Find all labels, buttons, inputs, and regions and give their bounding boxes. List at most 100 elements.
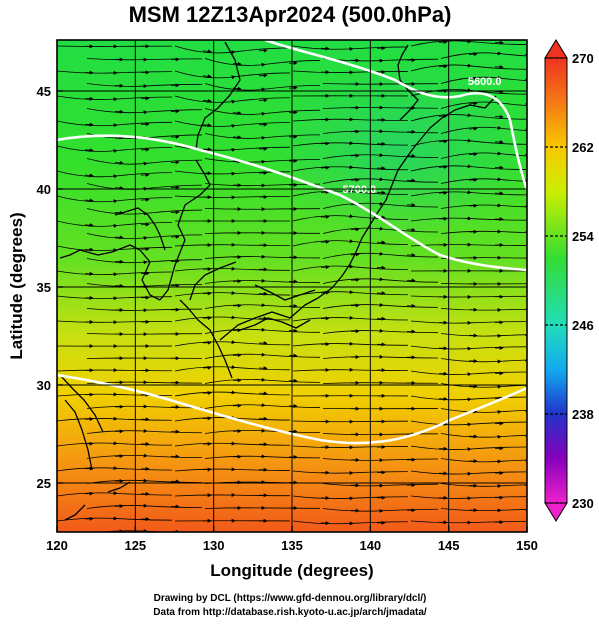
streamline-arrow bbox=[114, 185, 124, 190]
streamline bbox=[440, 433, 527, 439]
footer-data-credit: Data from http://database.rish.kyoto-u.a… bbox=[153, 607, 427, 618]
x-tick-label: 150 bbox=[516, 538, 538, 553]
streamline-arrow bbox=[350, 277, 360, 282]
streamline bbox=[292, 495, 409, 501]
streamline bbox=[440, 307, 527, 312]
streamline bbox=[204, 108, 321, 116]
streamline bbox=[322, 302, 439, 309]
lat-lon-grid bbox=[57, 40, 527, 532]
streamline bbox=[292, 189, 409, 197]
streamline bbox=[410, 216, 527, 222]
streamline bbox=[410, 320, 527, 325]
streamline bbox=[86, 208, 203, 216]
streamline bbox=[410, 164, 527, 172]
streamline bbox=[57, 516, 173, 522]
streamline bbox=[174, 441, 291, 447]
streamline bbox=[322, 129, 439, 134]
x-axis-ticks: 120 125 130 135 140 145 150 bbox=[46, 526, 538, 553]
streamline bbox=[86, 57, 203, 62]
streamline bbox=[204, 403, 321, 409]
streamline bbox=[322, 82, 439, 87]
streamline bbox=[174, 467, 291, 472]
streamline bbox=[440, 51, 527, 59]
streamline bbox=[440, 125, 527, 134]
y-tick-label: 30 bbox=[37, 378, 51, 393]
streamline bbox=[204, 230, 321, 235]
streamline bbox=[204, 327, 321, 334]
streamline-arrow bbox=[84, 198, 94, 203]
contour-label: 5600.0 bbox=[468, 76, 502, 88]
streamline bbox=[440, 508, 527, 513]
streamline bbox=[86, 332, 203, 337]
colorbar-tick-label: 262 bbox=[572, 140, 594, 155]
y-axis-label: Latitude (degrees) bbox=[7, 212, 26, 359]
x-tick-label: 130 bbox=[203, 538, 225, 553]
streamline-arrow bbox=[468, 52, 478, 57]
y-tick-label: 25 bbox=[37, 476, 51, 491]
streamline bbox=[292, 470, 409, 475]
streamline-arrow bbox=[350, 227, 360, 232]
streamline-arrow bbox=[202, 49, 212, 54]
streamline bbox=[57, 145, 173, 153]
streamline bbox=[86, 83, 203, 89]
streamline bbox=[174, 242, 291, 247]
streamline bbox=[292, 290, 409, 297]
streamline bbox=[322, 58, 439, 63]
streamline bbox=[322, 277, 439, 284]
streamline bbox=[410, 420, 527, 427]
x-tick-label: 140 bbox=[359, 538, 381, 553]
streamline bbox=[292, 214, 409, 222]
streamline bbox=[57, 70, 173, 75]
x-tick-label: 120 bbox=[46, 538, 68, 553]
streamline bbox=[86, 183, 203, 191]
x-tick-label: 145 bbox=[438, 538, 460, 553]
streamline bbox=[410, 40, 527, 47]
streamline bbox=[440, 151, 527, 159]
contour-5800 bbox=[57, 373, 527, 445]
streamline bbox=[410, 138, 527, 147]
streamline bbox=[57, 120, 173, 128]
streamline bbox=[322, 105, 439, 110]
streamline bbox=[86, 478, 203, 484]
y-axis-ticks: 25 30 35 40 45 bbox=[37, 84, 63, 491]
streamline bbox=[410, 370, 527, 377]
streamline bbox=[410, 520, 527, 525]
streamline-arrow bbox=[84, 173, 94, 178]
streamline bbox=[57, 270, 173, 277]
streamline bbox=[204, 505, 321, 510]
streamline bbox=[204, 454, 321, 459]
streamline bbox=[174, 365, 291, 372]
streamline bbox=[204, 428, 321, 434]
streamline bbox=[57, 368, 173, 373]
streamline bbox=[440, 229, 527, 234]
streamline-arrow bbox=[114, 160, 124, 165]
y-tick-label: 40 bbox=[37, 182, 51, 197]
contour-5600 bbox=[264, 40, 527, 191]
streamline bbox=[440, 383, 527, 389]
colorbar-tick-label: 238 bbox=[572, 407, 594, 422]
streamline-arrow bbox=[320, 239, 330, 244]
streamline bbox=[57, 95, 173, 102]
streamline bbox=[57, 441, 173, 447]
footer-drawing-credit: Drawing by DCL (https://www.gfd-dennou.o… bbox=[153, 593, 427, 604]
y-tick-label: 45 bbox=[37, 84, 51, 99]
streamline-arrow bbox=[202, 123, 212, 128]
streamline bbox=[322, 432, 439, 437]
streamline bbox=[440, 408, 527, 414]
streamline bbox=[440, 458, 527, 464]
streamline bbox=[440, 255, 527, 260]
streamline bbox=[410, 395, 527, 402]
streamline-arrow bbox=[320, 214, 330, 219]
streamline bbox=[174, 95, 291, 104]
streamline-arrow bbox=[114, 235, 124, 240]
streamline bbox=[410, 495, 527, 501]
streamline bbox=[440, 358, 527, 364]
streamline bbox=[204, 58, 321, 67]
streamline bbox=[204, 183, 321, 188]
streamline-arrow bbox=[468, 177, 478, 182]
streamline-arrow bbox=[84, 148, 94, 153]
streamline bbox=[86, 158, 203, 166]
streamline bbox=[174, 266, 291, 272]
streamline bbox=[86, 453, 203, 459]
